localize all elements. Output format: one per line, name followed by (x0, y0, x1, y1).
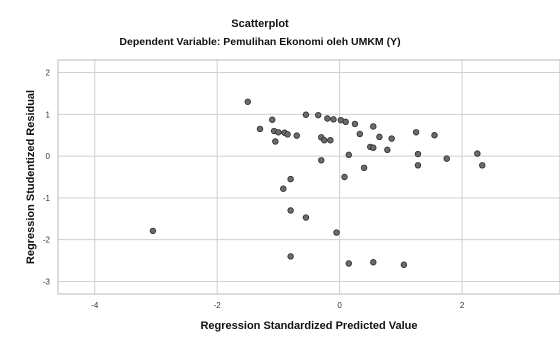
scatter-point (256, 125, 264, 133)
scatter-point (388, 135, 395, 142)
chart-subtitle: Dependent Variable: Pemulihan Ekonomi ol… (119, 36, 401, 48)
x-axis-label: Regression Standardized Predicted Value (200, 320, 417, 332)
scatter-point (414, 162, 422, 169)
y-tick-label: -2 (43, 236, 51, 245)
scatter-point (414, 150, 422, 158)
scatter-point (275, 129, 282, 136)
scatter-point (376, 133, 383, 141)
scatter-point (287, 175, 294, 183)
y-tick-label: 1 (46, 110, 51, 119)
scatter-point (318, 157, 325, 164)
data-points (149, 98, 486, 268)
scatter-point (370, 123, 377, 130)
scatter-point (321, 137, 328, 144)
grid-lines (58, 60, 560, 294)
scatter-point (356, 130, 364, 138)
scatter-point (324, 115, 331, 122)
scatter-point (280, 185, 287, 192)
scatter-point (284, 131, 291, 138)
x-tick-label: -2 (214, 301, 222, 310)
scatter-point (314, 111, 322, 119)
plot-frame (57, 59, 560, 295)
scatter-point (327, 137, 334, 144)
y-axis-label: Regression Studentized Residual (25, 90, 37, 264)
y-tick-label: 2 (46, 69, 51, 78)
scatter-point (333, 229, 340, 236)
scatter-point (269, 116, 276, 123)
scatter-point (474, 150, 481, 157)
scatter-point (479, 162, 486, 169)
scatter-point (431, 132, 438, 139)
scatter-point (341, 173, 348, 181)
x-tick-label: 0 (337, 301, 342, 310)
scatter-point (345, 151, 352, 159)
scatter-point (443, 155, 450, 162)
tick-labels: -4 -2 0 2 2 1 0 -1 -2 -3 (43, 69, 465, 310)
scatter-point (370, 144, 377, 151)
scatter-point (384, 146, 391, 154)
scatter-point (149, 227, 157, 235)
scatter-point (287, 207, 294, 214)
y-tick-label: 0 (46, 152, 51, 161)
x-tick-label: -4 (91, 301, 99, 310)
scatter-point (370, 259, 377, 266)
scatter-point (412, 129, 420, 136)
y-tick-label: -3 (43, 277, 51, 286)
x-tick-label: 2 (460, 301, 465, 310)
scatter-point (272, 138, 279, 145)
y-tick-label: -1 (43, 194, 51, 203)
scatter-point (244, 98, 251, 105)
scatter-point (330, 116, 337, 123)
scatter-point (360, 164, 368, 172)
scatter-point (345, 260, 352, 267)
scatter-point (400, 261, 408, 268)
scatter-point (302, 111, 310, 118)
scatter-point (287, 253, 294, 260)
scatter-point (342, 118, 349, 126)
scatter-point (351, 120, 359, 128)
chart-title: Scatterplot (231, 18, 289, 30)
scatter-point (293, 132, 300, 139)
scatter-point (302, 214, 310, 221)
